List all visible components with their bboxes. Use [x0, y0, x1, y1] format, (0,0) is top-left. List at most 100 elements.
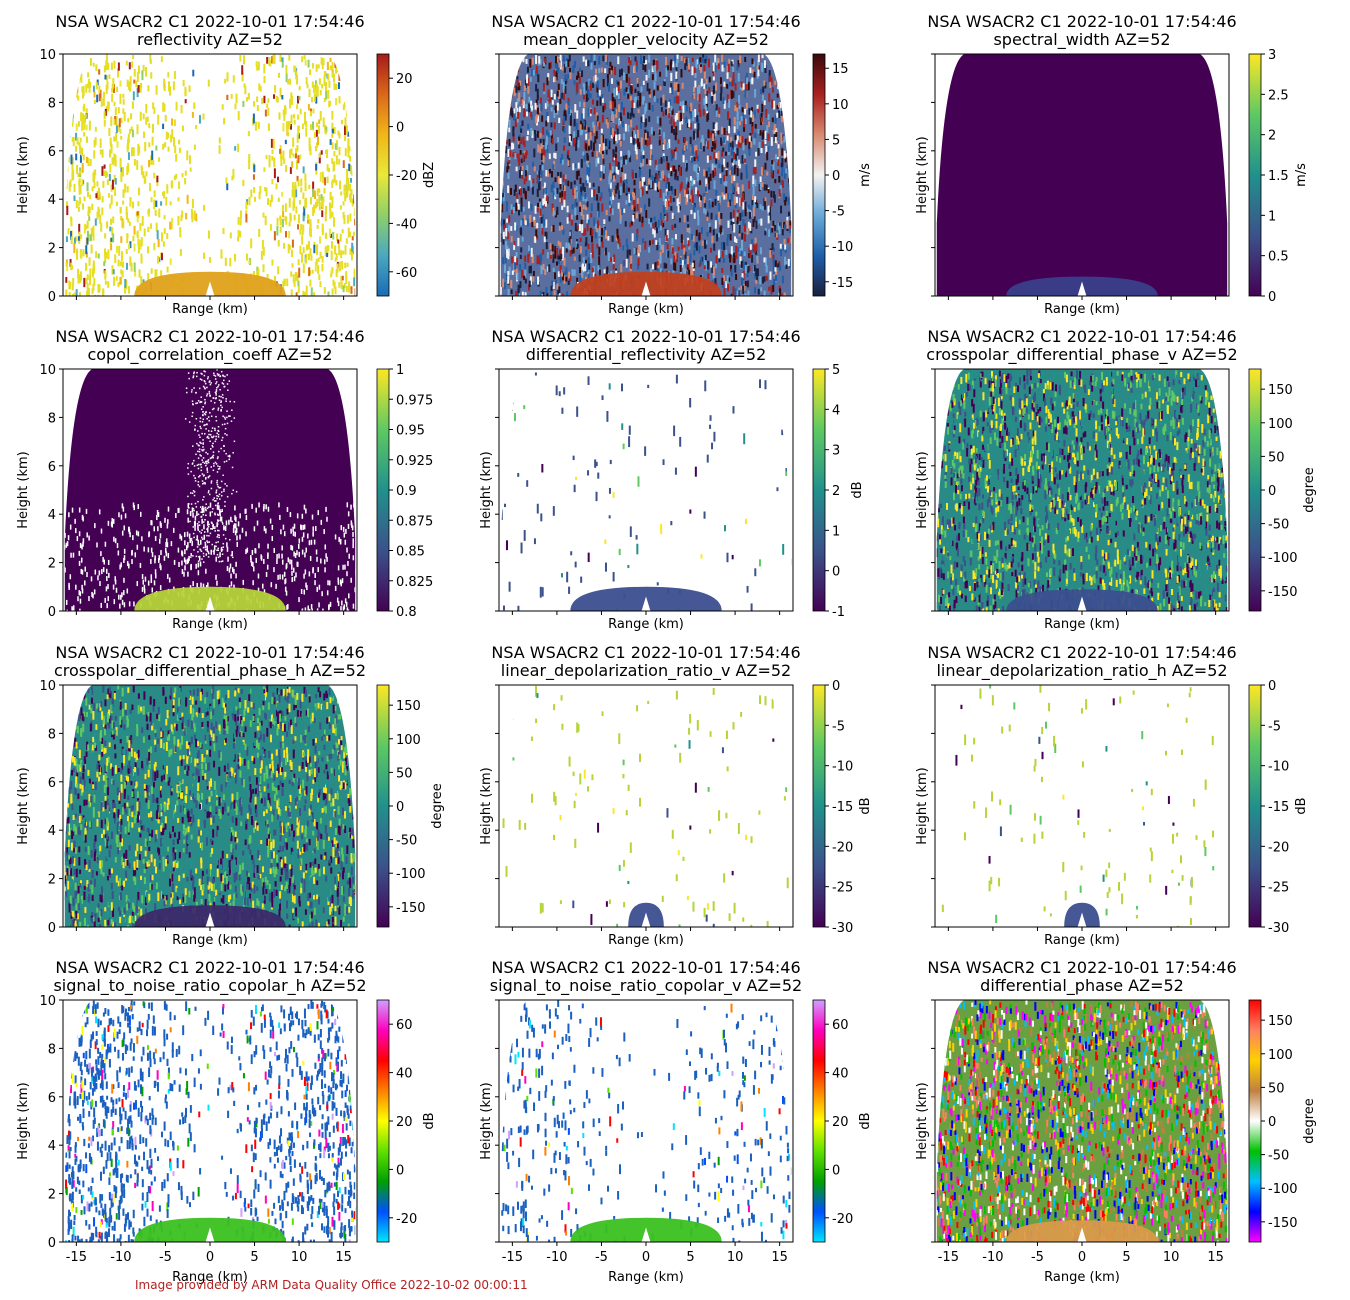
- x-axis-label: Range (km): [608, 1270, 684, 1285]
- x-axis-label: Range (km): [172, 933, 248, 948]
- colorbar-tick-label: -20: [832, 1212, 853, 1227]
- colorbar-tick-label: -20: [1268, 840, 1289, 855]
- y-tick-label: 8: [48, 727, 56, 742]
- x-tick-label: 10: [291, 1250, 308, 1265]
- y-tick-label: 4: [48, 824, 56, 839]
- colorbar-tick-label: -150: [1268, 1216, 1298, 1231]
- panel-6: NSA WSACR2 C1 2022-10-01 17:54:46crosspo…: [16, 643, 445, 948]
- colorbar-tick-label: -15: [832, 276, 853, 291]
- y-axis-label: Height (km): [16, 1082, 31, 1159]
- colorbar-tick-label: 150: [1268, 1014, 1293, 1029]
- data-field: [936, 369, 1228, 611]
- data-field: [936, 1000, 1228, 1242]
- y-axis-label: Height (km): [479, 136, 494, 213]
- panel-title: NSA WSACR2 C1 2022-10-01 17:54:46: [55, 327, 364, 346]
- colorbar-tick-label: 10: [832, 98, 849, 113]
- colorbar-label: dB: [858, 1112, 873, 1129]
- colorbar-tick-label: 0.825: [396, 575, 433, 590]
- x-tick-label: 10: [1163, 1250, 1180, 1265]
- panel-11: NSA WSACR2 C1 2022-10-01 17:54:46differe…: [915, 958, 1317, 1285]
- x-tick-label: 10: [727, 1250, 744, 1265]
- y-axis-label: Height (km): [479, 451, 494, 528]
- colorbar-tick-label: -20: [396, 169, 417, 184]
- x-axis-label: Range (km): [172, 617, 248, 632]
- colorbar-tick-label: 60: [832, 1018, 849, 1033]
- colorbar-tick-label: 0.8: [396, 605, 417, 620]
- colorbar-tick-label: 50: [1268, 450, 1285, 465]
- colorbar-tick-label: 0.95: [396, 424, 425, 439]
- colorbar-tick-label: 0: [832, 1163, 840, 1178]
- colorbar-tick-label: 20: [396, 72, 413, 87]
- colorbar-tick-label: 0: [396, 121, 404, 136]
- y-tick-label: 2: [48, 873, 56, 888]
- panel-title: NSA WSACR2 C1 2022-10-01 17:54:46: [927, 643, 1236, 662]
- y-tick-label: 4: [48, 193, 56, 208]
- colorbar-tick-label: -40: [396, 217, 417, 232]
- x-axis-label: Range (km): [1044, 302, 1120, 317]
- colorbar-label: dB: [1294, 797, 1309, 814]
- data-field: [64, 685, 356, 927]
- y-axis-label: Height (km): [16, 136, 31, 213]
- x-tick-label: -15: [938, 1250, 959, 1265]
- x-tick-label: -15: [66, 1250, 87, 1265]
- colorbar-label: degree: [1302, 1098, 1317, 1144]
- colorbar-label: dB: [850, 481, 865, 498]
- colorbar-tick-label: -20: [832, 840, 853, 855]
- x-tick-label: -5: [159, 1250, 172, 1265]
- colorbar-tick-label: -5: [1268, 719, 1281, 734]
- colorbar-tick-label: 50: [1268, 1081, 1285, 1096]
- x-tick-label: 0: [206, 1250, 214, 1265]
- colorbar-label: degree: [1302, 467, 1317, 513]
- x-axis-label: Range (km): [172, 1270, 248, 1285]
- colorbar: [1248, 684, 1262, 928]
- colorbar-tick-label: 3: [1268, 48, 1276, 63]
- y-tick-label: 10: [39, 48, 56, 63]
- colorbar-tick-label: 2: [832, 484, 840, 499]
- colorbar-tick-label: -50: [1268, 1149, 1289, 1164]
- panel-title: NSA WSACR2 C1 2022-10-01 17:54:46: [55, 958, 364, 977]
- y-axis-label: Height (km): [479, 1082, 494, 1159]
- x-tick-label: 15: [771, 1250, 788, 1265]
- colorbar-tick-label: 0: [396, 800, 404, 815]
- colorbar-tick-label: 150: [1268, 383, 1293, 398]
- colorbar-tick-label: 1: [396, 363, 404, 378]
- axes-frame: [62, 999, 358, 1243]
- colorbar-label: m/s: [1294, 163, 1309, 187]
- colorbar-tick-label: 4: [832, 403, 840, 418]
- x-axis-label: Range (km): [1044, 1270, 1120, 1285]
- colorbar-tick-label: 50: [396, 766, 413, 781]
- colorbar-tick-label: 0: [1268, 679, 1276, 694]
- x-axis-label: Range (km): [608, 933, 684, 948]
- panel-subtitle: linear_depolarization_ratio_v AZ=52: [501, 661, 791, 681]
- y-tick-label: 6: [48, 145, 56, 160]
- x-tick-label: -5: [1031, 1250, 1044, 1265]
- panel-10: NSA WSACR2 C1 2022-10-01 17:54:46signal_…: [479, 958, 873, 1285]
- colorbar-tick-label: -10: [832, 240, 853, 255]
- colorbar-tick-label: 1.5: [1268, 169, 1289, 184]
- panel-2: NSA WSACR2 C1 2022-10-01 17:54:46spectra…: [915, 12, 1309, 317]
- colorbar-tick-label: 0.5: [1268, 250, 1289, 265]
- data-field: [500, 685, 789, 927]
- colorbar: [1248, 53, 1262, 297]
- panel-4: NSA WSACR2 C1 2022-10-01 17:54:46differe…: [479, 327, 865, 632]
- colorbar-tick-label: 5: [832, 133, 840, 148]
- y-tick-label: 6: [48, 1091, 56, 1106]
- data-field: [500, 54, 792, 296]
- colorbar-tick-label: 15: [832, 62, 849, 77]
- colorbar-tick-label: -60: [396, 266, 417, 281]
- panel-5: NSA WSACR2 C1 2022-10-01 17:54:46crosspo…: [915, 327, 1317, 632]
- colorbar-tick-label: -50: [396, 834, 417, 849]
- colorbar: [812, 999, 826, 1243]
- colorbar-tick-label: -15: [1268, 800, 1289, 815]
- colorbar-tick-label: -10: [1268, 760, 1289, 775]
- x-tick-label: -10: [546, 1250, 567, 1265]
- x-tick-label: 0: [642, 1250, 650, 1265]
- panel-title: NSA WSACR2 C1 2022-10-01 17:54:46: [927, 12, 1236, 31]
- colorbar-tick-label: -25: [1268, 881, 1289, 896]
- y-axis-label: Height (km): [915, 767, 930, 844]
- colorbar-tick-label: 0.975: [396, 393, 433, 408]
- y-tick-label: 4: [48, 1139, 56, 1154]
- colorbar-tick-label: 0: [1268, 1115, 1276, 1130]
- y-tick-label: 8: [48, 96, 56, 111]
- y-tick-label: 10: [39, 363, 56, 378]
